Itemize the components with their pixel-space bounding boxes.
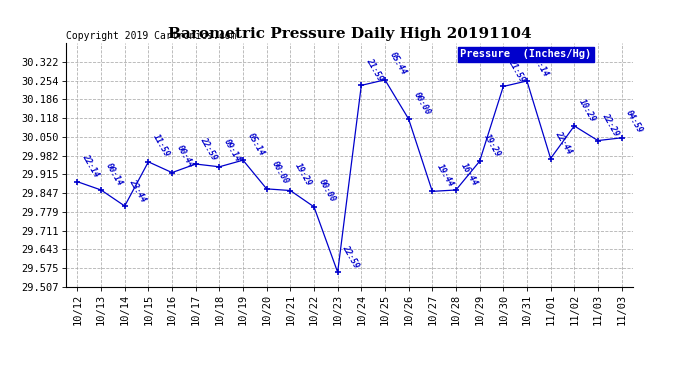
Text: 00:00: 00:00: [411, 90, 432, 116]
Text: 22:44: 22:44: [553, 130, 573, 156]
Text: 21:59: 21:59: [506, 57, 526, 84]
Text: 22:29: 22:29: [601, 112, 621, 138]
Title: Barometric Pressure Daily High 20191104: Barometric Pressure Daily High 20191104: [168, 27, 531, 40]
Text: Pressure  (Inches/Hg): Pressure (Inches/Hg): [460, 49, 591, 59]
Text: Copyright 2019 Cartronics.com: Copyright 2019 Cartronics.com: [66, 31, 236, 41]
Text: 19:29: 19:29: [482, 132, 503, 159]
Text: 01:14: 01:14: [530, 52, 550, 78]
Text: 23:44: 23:44: [128, 177, 148, 203]
Text: 04:59: 04:59: [624, 109, 644, 135]
Text: 05:44: 05:44: [388, 51, 408, 77]
Text: 11:59: 11:59: [151, 133, 171, 159]
Text: 22:59: 22:59: [340, 243, 361, 270]
Text: 16:44: 16:44: [459, 161, 479, 187]
Text: 21:59: 21:59: [364, 56, 384, 82]
Text: 00:00: 00:00: [317, 178, 337, 204]
Text: 00:00: 00:00: [270, 160, 290, 186]
Text: 10:29: 10:29: [577, 97, 598, 123]
Text: 19:29: 19:29: [293, 162, 313, 188]
Text: 00:44: 00:44: [175, 144, 195, 170]
Text: 00:14: 00:14: [104, 161, 124, 187]
Text: 05:14: 05:14: [246, 131, 266, 158]
Text: 22:14: 22:14: [80, 153, 101, 179]
Text: 19:44: 19:44: [435, 162, 455, 189]
Text: 09:14: 09:14: [222, 138, 242, 164]
Text: 22:59: 22:59: [199, 135, 219, 161]
